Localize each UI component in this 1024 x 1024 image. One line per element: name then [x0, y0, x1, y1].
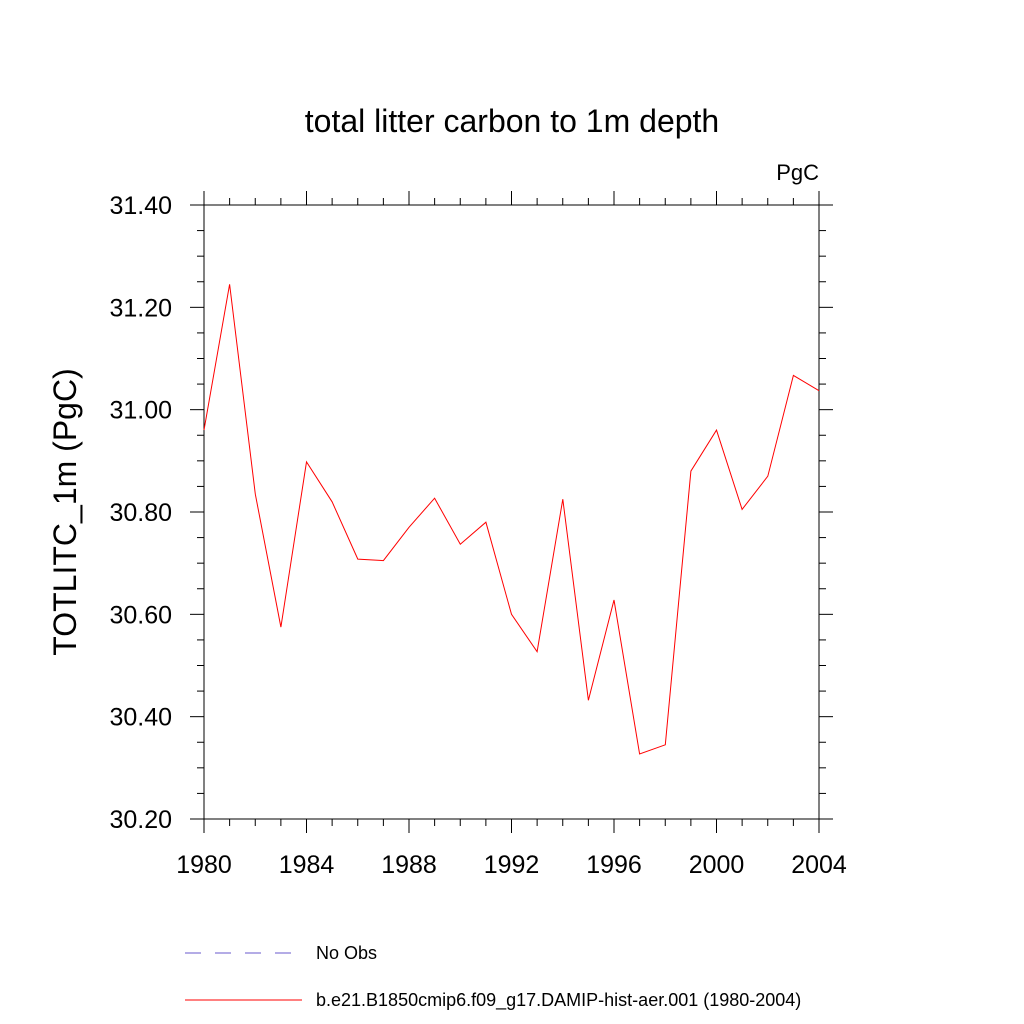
legend-label: No Obs [316, 943, 377, 963]
x-tick-label: 2004 [791, 851, 847, 879]
x-tick-label: 1988 [381, 851, 437, 879]
legend: No Obs b.e21.B1850cmip6.f09_g17.DAMIP-his… [185, 943, 801, 1011]
y-tick-label: 30.40 [109, 704, 172, 732]
y-tick-label: 31.20 [109, 294, 172, 322]
series-line [203, 284, 820, 755]
x-tick-label: 1996 [586, 851, 642, 879]
series-layer [203, 284, 820, 755]
axis-ticks [190, 191, 833, 833]
y-tick-labels: 30.20 30.40 30.60 30.80 31.00 31.20 31.40 [109, 192, 172, 834]
units-label: PgC [776, 160, 819, 185]
y-tick-label: 30.80 [109, 499, 172, 527]
legend-label: b.e21.B1850cmip6.f09_g17.DAMIP-hist-aer.… [316, 990, 801, 1011]
x-tick-label: 1980 [176, 851, 232, 879]
x-tick-label: 2000 [689, 851, 745, 879]
x-tick-labels: 1980 1984 1988 1992 1996 2000 2004 [176, 851, 847, 879]
y-tick-label: 31.00 [109, 397, 172, 425]
chart-title: total litter carbon to 1m depth [305, 103, 719, 139]
plot-frame [203, 204, 820, 820]
x-tick-label: 1992 [484, 851, 540, 879]
y-tick-label: 31.40 [109, 192, 172, 220]
y-axis-label: TOTLITC_1m (PgC) [47, 368, 83, 655]
y-tick-label: 30.20 [109, 806, 172, 834]
y-tick-label: 30.60 [109, 601, 172, 629]
x-tick-label: 1984 [279, 851, 335, 879]
